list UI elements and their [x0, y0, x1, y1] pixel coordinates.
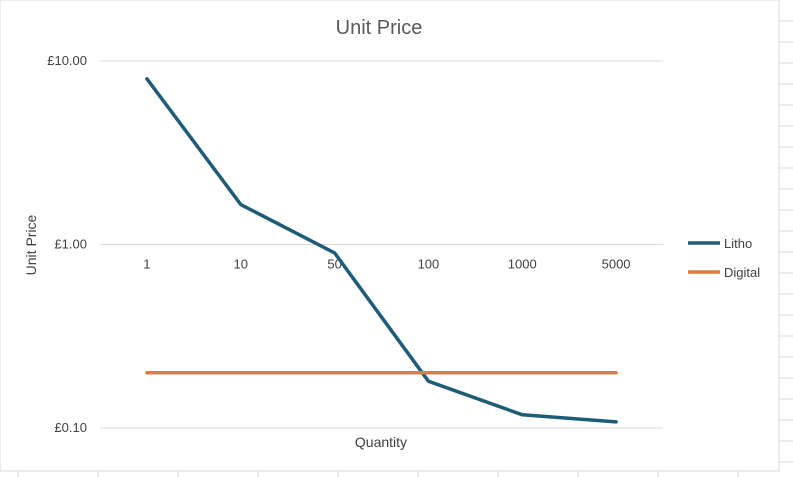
y-tick-label: £0.10	[54, 420, 87, 435]
x-tick-label: 10	[234, 257, 248, 272]
legend[interactable]: Litho Digital	[688, 236, 760, 280]
x-tick-label: 5000	[602, 257, 631, 272]
x-axis-tick-labels: 1 10 50 100 1000 5000	[143, 257, 630, 272]
y-gridlines	[100, 60, 663, 429]
series-lines	[145, 77, 618, 424]
chart-area[interactable]	[0, 0, 780, 472]
x-tick-label: 1	[143, 257, 150, 272]
y-tick-label: £10.00	[47, 53, 87, 68]
chart-title: Unit Price	[336, 17, 423, 39]
y-tick-label: £1.00	[54, 237, 87, 252]
x-axis-title: Quantity	[355, 434, 407, 450]
spreadsheet-gridlines	[17, 20, 793, 477]
y-axis-tick-labels: £10.00 £1.00 £0.10	[47, 53, 87, 435]
legend-label: Digital	[724, 265, 760, 280]
x-tick-label: 1000	[508, 257, 537, 272]
legend-label: Litho	[724, 236, 752, 251]
x-tick-label: 100	[418, 257, 440, 272]
y-axis-title: Unit Price	[23, 214, 39, 275]
series-line-litho[interactable]	[145, 77, 618, 424]
